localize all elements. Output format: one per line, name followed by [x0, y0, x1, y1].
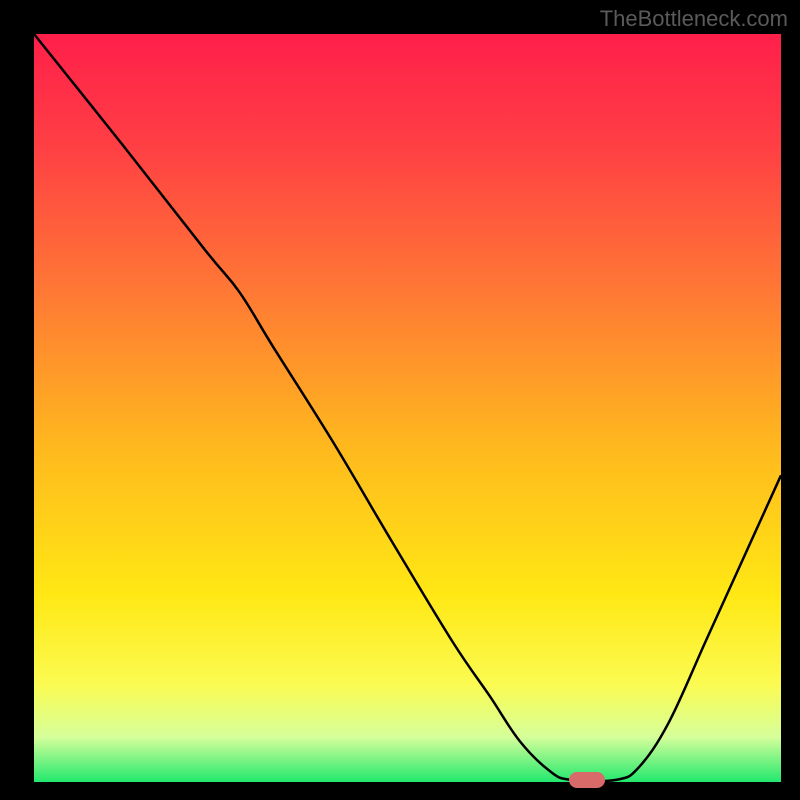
- chart-plot-area: [34, 34, 781, 782]
- watermark-text: TheBottleneck.com: [600, 6, 788, 32]
- chart-curve: [34, 34, 781, 781]
- chart-svg: [34, 34, 781, 782]
- chart-marker: [569, 772, 605, 788]
